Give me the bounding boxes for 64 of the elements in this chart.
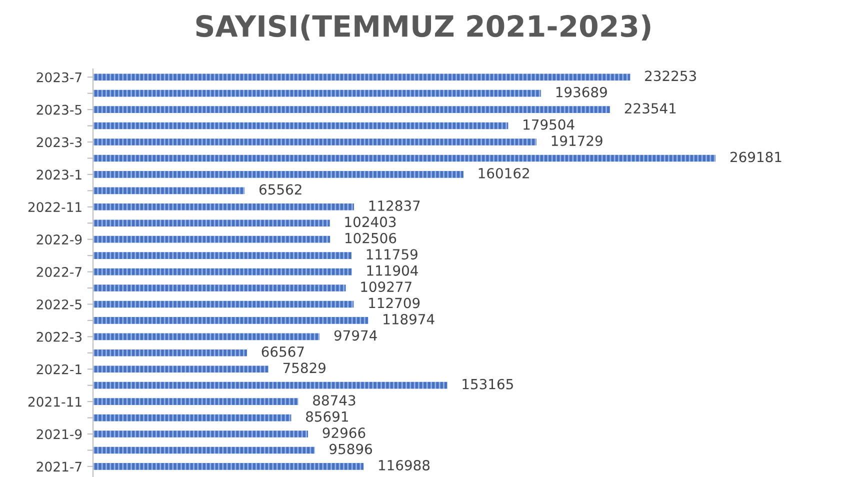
data-label: 179504 xyxy=(524,119,574,130)
y-tick-label: 2023-7 xyxy=(36,72,82,82)
bar xyxy=(93,203,354,210)
data-label: 102403 xyxy=(345,216,396,228)
bar xyxy=(93,74,630,81)
data-label: 102506 xyxy=(346,232,396,244)
data-label: 118974 xyxy=(384,314,434,324)
data-label: 92966 xyxy=(322,428,366,438)
y-tick-label: 2021-9 xyxy=(36,429,82,440)
y-tick-label: 2022-11 xyxy=(28,202,82,212)
data-label: 65562 xyxy=(259,184,302,195)
y-tick-label: 2021-7 xyxy=(36,462,82,472)
y-tick-label: 2022-3 xyxy=(36,332,82,342)
bar xyxy=(93,349,247,356)
bar xyxy=(93,317,368,324)
y-tick-label: 2022-1 xyxy=(36,364,82,374)
data-label: 116988 xyxy=(378,460,430,470)
bar xyxy=(93,333,320,340)
data-label: 193689 xyxy=(556,86,607,98)
data-label: 97974 xyxy=(334,330,377,341)
data-label: 111904 xyxy=(367,265,418,276)
data-label: 269181 xyxy=(730,152,782,162)
bar xyxy=(93,430,308,438)
data-label: 88743 xyxy=(313,395,356,406)
y-tick-label: 2021-11 xyxy=(28,396,82,407)
chart-title: SAYISI(TEMMUZ 2021-2023) xyxy=(196,14,650,41)
bar xyxy=(93,284,346,292)
bar xyxy=(93,268,352,276)
bar xyxy=(93,154,716,162)
data-label: 232253 xyxy=(645,70,696,82)
y-tick-label: 2022-7 xyxy=(36,267,82,277)
bar xyxy=(93,382,448,389)
bar xyxy=(93,106,610,113)
data-label: 85691 xyxy=(306,411,348,422)
bar xyxy=(93,138,536,146)
data-label: 191729 xyxy=(552,136,602,146)
data-label: 111759 xyxy=(366,249,418,260)
data-label: 223541 xyxy=(624,103,676,114)
y-tick-label: 2023-3 xyxy=(36,137,82,148)
bar xyxy=(93,90,541,97)
data-label: 95896 xyxy=(330,444,372,454)
y-tick-label: 2022-5 xyxy=(36,299,82,310)
bar xyxy=(93,171,464,178)
bar xyxy=(93,398,298,405)
bar xyxy=(93,414,292,422)
data-label: 160162 xyxy=(478,168,529,178)
bar xyxy=(93,446,315,454)
data-label: 112709 xyxy=(369,298,420,308)
bar xyxy=(93,122,508,130)
bar xyxy=(93,220,330,227)
data-label: 109277 xyxy=(361,282,412,292)
data-label: 75829 xyxy=(283,362,326,374)
data-label: 153165 xyxy=(462,378,513,390)
y-tick-label: 2023-5 xyxy=(36,104,82,115)
bar xyxy=(93,366,268,373)
bar xyxy=(93,236,330,243)
bar xyxy=(93,300,354,308)
bar xyxy=(93,252,352,259)
data-label: 112837 xyxy=(369,200,420,211)
bar xyxy=(93,187,245,194)
bar xyxy=(93,463,364,470)
data-label: 66567 xyxy=(262,346,304,357)
y-tick-label: 2022-9 xyxy=(36,234,82,245)
y-tick-label: 2023-1 xyxy=(36,170,82,180)
